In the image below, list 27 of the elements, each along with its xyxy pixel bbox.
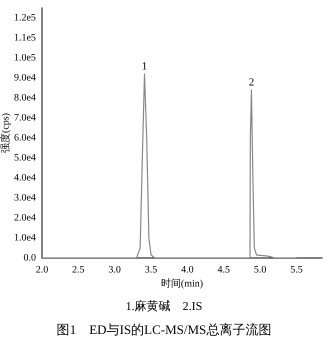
y-tick-label: 6.0e4 bbox=[14, 132, 36, 144]
text: 图1 ED与IS的LC-MS/MS总离子流图 bbox=[56, 321, 272, 339]
x-tick-label: 4.0 bbox=[181, 264, 194, 276]
y-axis-title: 强度(cps) bbox=[0, 113, 12, 153]
x-tick-label: 4.5 bbox=[218, 264, 230, 276]
y-tick-label: 0.0 bbox=[23, 252, 36, 264]
y-tick-label: 4.0e4 bbox=[14, 172, 36, 184]
y-tick-label: 2.0e4 bbox=[14, 212, 36, 224]
y-tick-label: 8.0e4 bbox=[14, 92, 36, 104]
annotation: 1 bbox=[142, 60, 148, 72]
y-tick-label: 7.0e4 bbox=[14, 112, 36, 124]
x-tick-label: 2.0 bbox=[36, 264, 48, 276]
y-tick-label: 1.1e5 bbox=[14, 32, 36, 44]
y-tick-label: 1.0e4 bbox=[14, 232, 36, 244]
y-tick-label: 3.0e4 bbox=[14, 192, 36, 204]
x-tick-label: 2.5 bbox=[72, 264, 85, 276]
y-tick-label: 5.0e4 bbox=[14, 152, 36, 164]
y-tick-label: 1.0e5 bbox=[14, 52, 36, 64]
x-tick-label: 5.0 bbox=[254, 264, 266, 276]
x-tick-label: 3.0 bbox=[108, 264, 121, 276]
annotation: 2 bbox=[248, 76, 254, 88]
y-tick-label: 1.2e5 bbox=[14, 12, 36, 24]
x-tick-label: 5.5 bbox=[290, 264, 303, 276]
y-tick-label: 9.0e4 bbox=[14, 72, 36, 84]
x-tick-label: 3.5 bbox=[144, 264, 158, 276]
text: 1.麻黄碱 2.IS bbox=[124, 298, 204, 315]
x-axis-title: 时间(min) bbox=[160, 278, 204, 290]
